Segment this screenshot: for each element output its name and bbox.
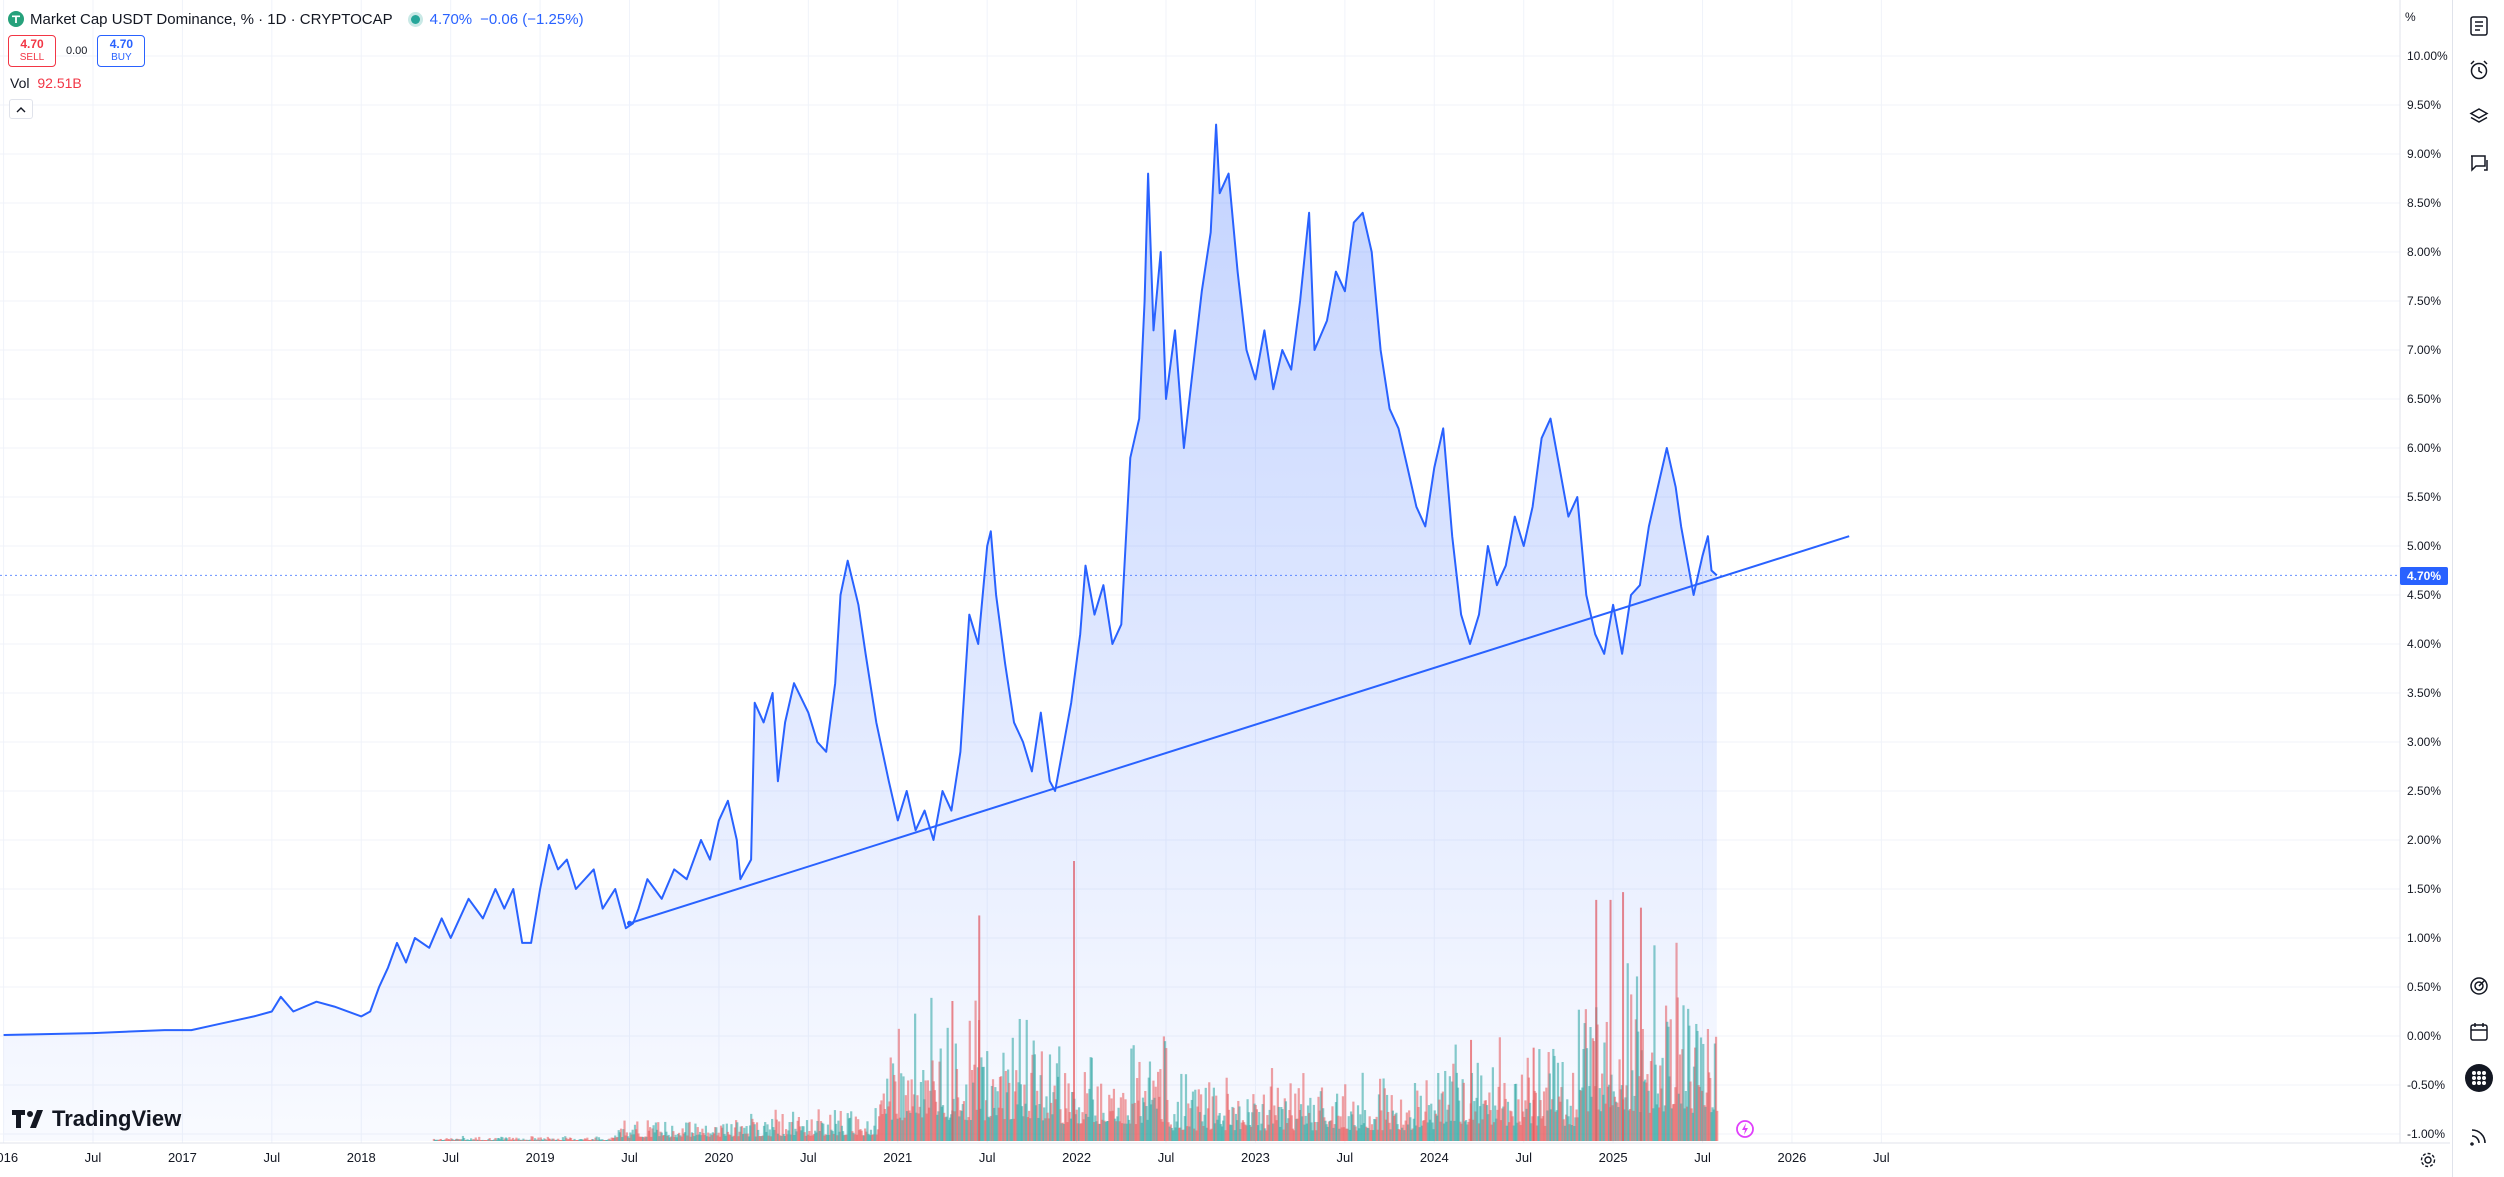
y-tick-label: 9.50% xyxy=(2407,98,2441,112)
y-tick-label: 4.50% xyxy=(2407,588,2441,602)
y-tick-label: 1.50% xyxy=(2407,882,2441,896)
news-icon xyxy=(2470,1129,2486,1146)
watchlist-icon xyxy=(2470,16,2488,36)
volume-bar xyxy=(1716,1110,1719,1141)
x-tick-label: 2018 xyxy=(347,1150,376,1165)
y-tick-label: 7.00% xyxy=(2407,343,2441,357)
trendline-anchor xyxy=(627,920,633,926)
volume-value: 92.51B xyxy=(37,75,82,91)
y-tick-label: -1.00% xyxy=(2407,1127,2445,1141)
object-tree-icon xyxy=(2469,108,2489,123)
y-tick-label: 8.50% xyxy=(2407,196,2441,210)
price-area xyxy=(3,124,1717,1142)
tradingview-logo-icon xyxy=(12,1110,43,1128)
y-tick-label: 8.00% xyxy=(2407,245,2441,259)
x-tick-label: Jul xyxy=(979,1150,996,1165)
lightning-icon xyxy=(1736,1120,1754,1138)
gear-icon xyxy=(2420,1152,2436,1168)
hotlists-icon xyxy=(2470,977,2488,995)
x-tick-label: Jul xyxy=(85,1150,102,1165)
market-status-icon[interactable] xyxy=(410,14,420,24)
replay-button[interactable] xyxy=(1734,1118,1756,1140)
x-tick-label: 2025 xyxy=(1599,1150,1628,1165)
y-tick-label: 6.50% xyxy=(2407,392,2441,406)
buy-price: 4.70 xyxy=(109,37,134,51)
volume-label: Vol xyxy=(10,75,30,91)
products-icon xyxy=(2465,1064,2493,1092)
y-tick-label: 6.00% xyxy=(2407,441,2441,455)
chat-icon xyxy=(2471,155,2488,172)
sell-label: SELL xyxy=(19,52,45,63)
x-tick-label: Jul xyxy=(1337,1150,1354,1165)
y-tick-label: 2.50% xyxy=(2407,784,2441,798)
y-tick-label: 2.00% xyxy=(2407,833,2441,847)
products-button[interactable] xyxy=(2463,1062,2495,1094)
y-tick-label: 4.00% xyxy=(2407,637,2441,651)
y-tick-label: 3.50% xyxy=(2407,686,2441,700)
x-tick-label: Jul xyxy=(800,1150,817,1165)
sell-price: 4.70 xyxy=(20,37,44,51)
x-tick-label: Jul xyxy=(1873,1150,1890,1165)
tether-logo-icon xyxy=(8,11,24,27)
chat-button[interactable] xyxy=(2463,148,2495,180)
x-tick-label: Jul xyxy=(621,1150,638,1165)
y-tick-label: 9.00% xyxy=(2407,147,2441,161)
alerts-button[interactable] xyxy=(2463,54,2495,86)
x-tick-label: 2022 xyxy=(1062,1150,1091,1165)
x-tick-label: Jul xyxy=(442,1150,459,1165)
chevron-up-icon xyxy=(16,106,26,112)
x-tick-label: 2017 xyxy=(168,1150,197,1165)
symbol-title[interactable]: Market Cap USDT Dominance, % · 1D · CRYP… xyxy=(30,10,393,28)
trade-buttons: 4.70 SELL 0.00 4.70 BUY xyxy=(8,35,146,67)
symbol-legend: Market Cap USDT Dominance, % · 1D · CRYP… xyxy=(8,8,584,30)
calendar-button[interactable] xyxy=(2463,1016,2495,1048)
y-tick-label: 0.00% xyxy=(2407,1029,2441,1043)
x-tick-label: 2020 xyxy=(704,1150,733,1165)
x-tick-label: 2023 xyxy=(1241,1150,1270,1165)
trendline xyxy=(629,535,1850,925)
y-tick-label: 0.50% xyxy=(2407,980,2441,994)
watchlist-button[interactable] xyxy=(2463,10,2495,42)
brand-name: TradingView xyxy=(52,1106,182,1131)
price-chart[interactable]: 10.00% 9.50% 9.00% 8.50% 8.00% 7.50% 7.00% 6.50… xyxy=(0,0,2450,1177)
volume-legend[interactable]: Vol 92.51B xyxy=(10,75,82,91)
price-scale-unit[interactable]: % xyxy=(2405,10,2416,24)
buy-button[interactable]: 4.70 BUY xyxy=(97,35,146,67)
y-tick-label: 7.50% xyxy=(2407,294,2441,308)
x-tick-label: 2021 xyxy=(883,1150,912,1165)
chart-pane[interactable]: 10.00% 9.50% 9.00% 8.50% 8.00% 7.50% 7.00% 6.50… xyxy=(0,0,2450,1165)
y-tick-label: 1.00% xyxy=(2407,931,2441,945)
spread-value: 0.00 xyxy=(66,45,88,57)
last-price: 4.70% xyxy=(429,10,473,28)
current-price-label: 4.70% xyxy=(2400,567,2448,585)
x-tick-label: 2019 xyxy=(526,1150,555,1165)
sell-button[interactable]: 4.70 SELL xyxy=(8,35,56,67)
y-tick-label: 3.00% xyxy=(2407,735,2441,749)
buy-label: BUY xyxy=(111,52,132,63)
x-tick-label: 2026 xyxy=(1777,1150,1806,1165)
x-tick-label: 2024 xyxy=(1420,1150,1449,1165)
news-button[interactable] xyxy=(2463,1120,2495,1152)
y-tick-label: 10.00% xyxy=(2407,49,2448,63)
calendar-icon xyxy=(2470,1023,2488,1041)
tradingview-brand[interactable]: TradingView xyxy=(12,1106,181,1132)
y-tick-label: 5.00% xyxy=(2407,539,2441,553)
x-tick-label: Jul xyxy=(264,1150,281,1165)
x-tick-label: Jul xyxy=(1515,1150,1532,1165)
x-tick-label: Jul xyxy=(1694,1150,1711,1165)
right-toolbar xyxy=(2452,0,2504,1177)
x-tick-label: Jul xyxy=(1158,1150,1175,1165)
y-tick-label: -0.50% xyxy=(2407,1078,2445,1092)
y-tick-label: 5.50% xyxy=(2407,490,2441,504)
price-line xyxy=(3,123,1718,1036)
collapse-legend-button[interactable] xyxy=(9,99,33,119)
object-tree-button[interactable] xyxy=(2463,101,2495,133)
alerts-icon xyxy=(2470,60,2488,80)
hotlists-button[interactable] xyxy=(2463,970,2495,1002)
chart-settings-button[interactable] xyxy=(2414,1146,2442,1174)
price-change: −0.06 (−1.25%) xyxy=(480,10,584,28)
x-tick-label: 2016 xyxy=(0,1150,18,1165)
